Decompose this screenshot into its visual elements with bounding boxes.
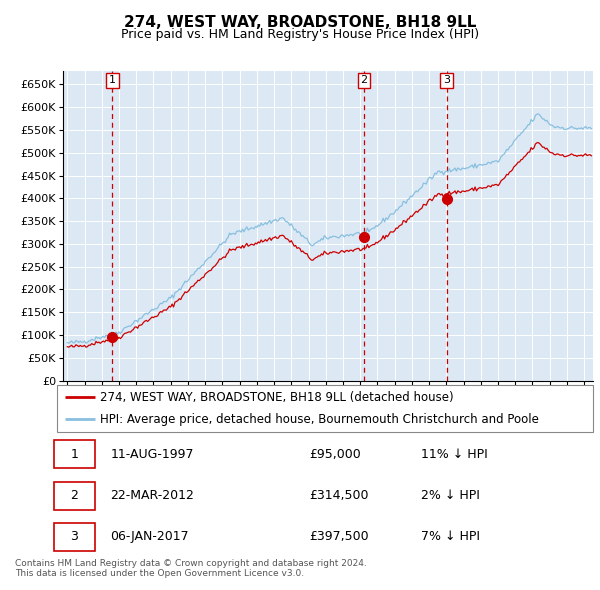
FancyBboxPatch shape	[55, 481, 95, 510]
Text: This data is licensed under the Open Government Licence v3.0.: This data is licensed under the Open Gov…	[15, 569, 304, 578]
Text: 2% ↓ HPI: 2% ↓ HPI	[421, 489, 480, 502]
Text: HPI: Average price, detached house, Bournemouth Christchurch and Poole: HPI: Average price, detached house, Bour…	[100, 412, 539, 425]
Text: 2: 2	[361, 76, 368, 86]
Text: 2: 2	[70, 489, 79, 502]
Text: 1: 1	[109, 76, 116, 86]
Text: 11-AUG-1997: 11-AUG-1997	[110, 448, 194, 461]
Text: Contains HM Land Registry data © Crown copyright and database right 2024.: Contains HM Land Registry data © Crown c…	[15, 559, 367, 568]
Text: 3: 3	[443, 76, 450, 86]
Text: 7% ↓ HPI: 7% ↓ HPI	[421, 530, 481, 543]
Text: 1: 1	[70, 448, 79, 461]
Text: Price paid vs. HM Land Registry's House Price Index (HPI): Price paid vs. HM Land Registry's House …	[121, 28, 479, 41]
Text: £314,500: £314,500	[309, 489, 368, 502]
Text: 06-JAN-2017: 06-JAN-2017	[110, 530, 189, 543]
FancyBboxPatch shape	[55, 440, 95, 468]
Text: 3: 3	[70, 530, 79, 543]
Text: 274, WEST WAY, BROADSTONE, BH18 9LL (detached house): 274, WEST WAY, BROADSTONE, BH18 9LL (det…	[100, 391, 454, 404]
FancyBboxPatch shape	[57, 385, 593, 432]
Text: £95,000: £95,000	[309, 448, 361, 461]
Text: 11% ↓ HPI: 11% ↓ HPI	[421, 448, 488, 461]
Text: £397,500: £397,500	[309, 530, 368, 543]
Text: 22-MAR-2012: 22-MAR-2012	[110, 489, 194, 502]
Text: 274, WEST WAY, BROADSTONE, BH18 9LL: 274, WEST WAY, BROADSTONE, BH18 9LL	[124, 15, 476, 30]
FancyBboxPatch shape	[55, 523, 95, 551]
